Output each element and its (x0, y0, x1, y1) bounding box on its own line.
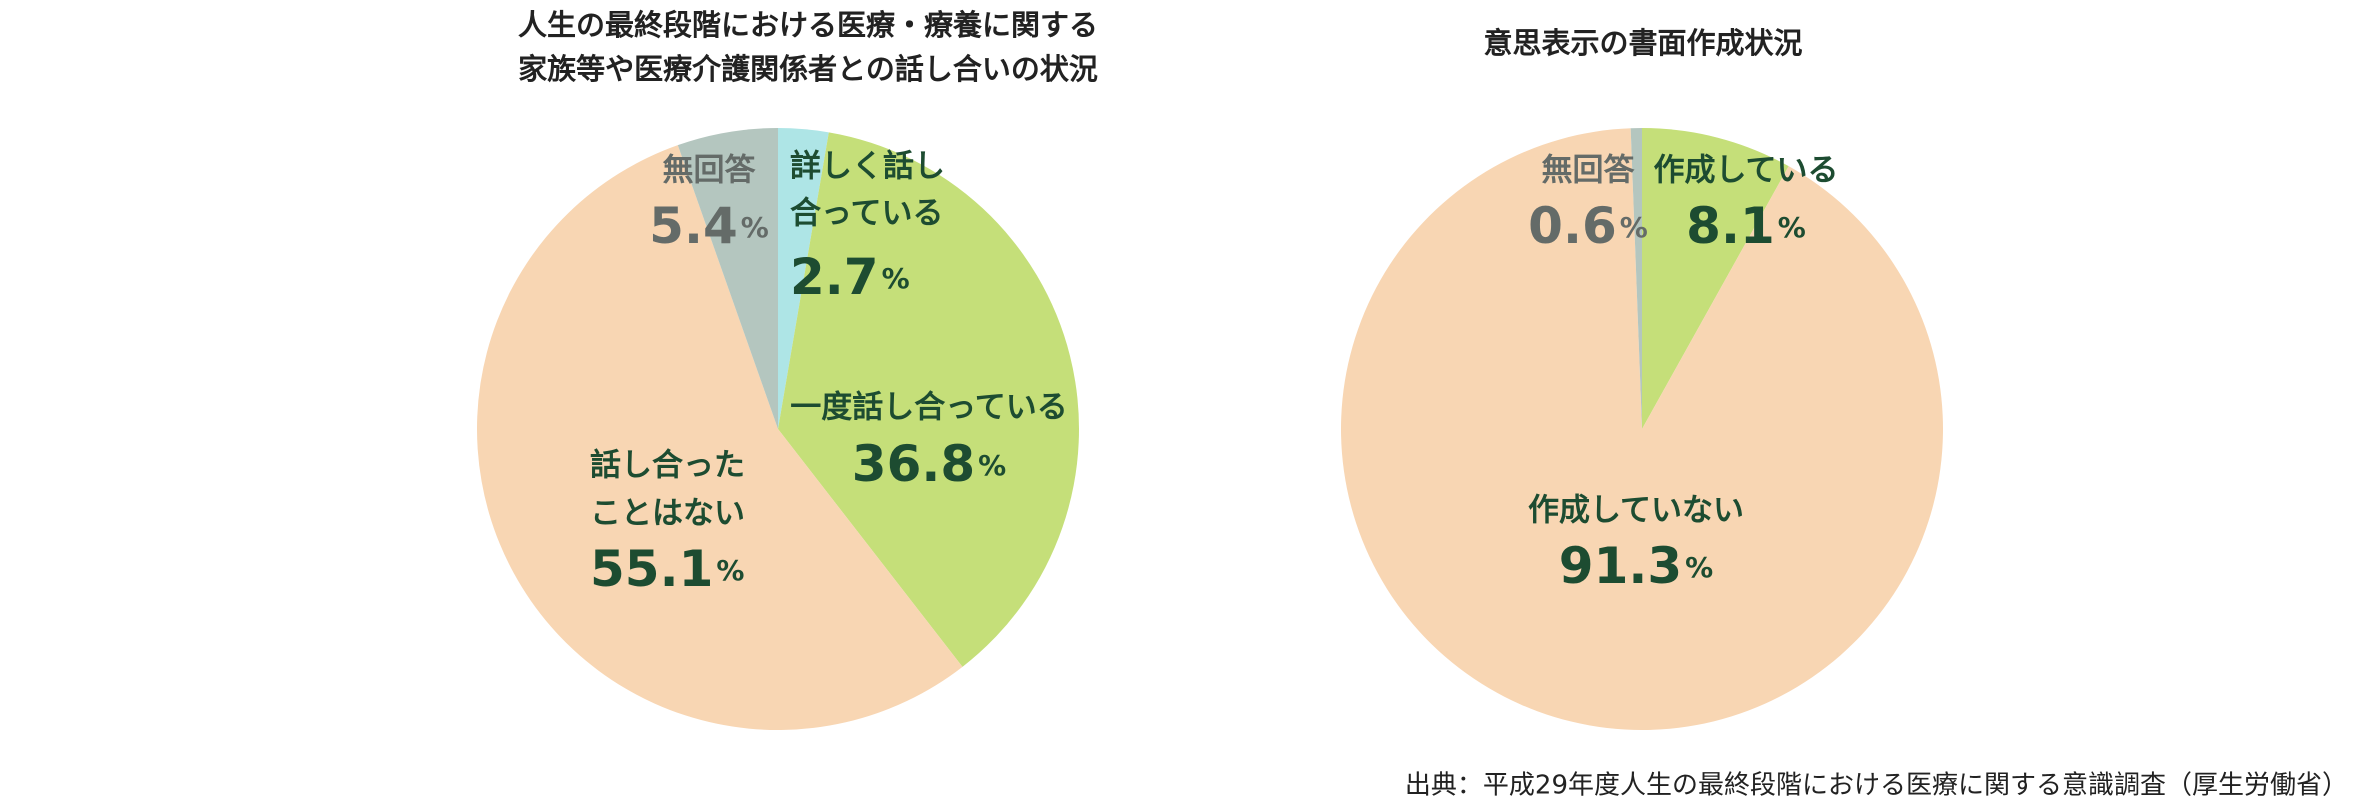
slice-label: ことはない (590, 496, 745, 532)
value-unit: % (882, 262, 910, 295)
value-unit: % (1620, 211, 1648, 244)
value-unit: % (1685, 551, 1713, 584)
value-number: 36.8 (852, 435, 975, 493)
slice-label: 無回答 (663, 153, 757, 189)
pie-slice (477, 145, 963, 730)
pie-slice (677, 128, 778, 429)
slice-label: 話し合った (590, 448, 745, 484)
pie-slice (1341, 128, 1944, 731)
value-label: 8.1% (1686, 197, 1806, 255)
slice-label: 一度話し合っている (790, 390, 1067, 426)
value-unit: % (741, 211, 769, 244)
slice-label: 無回答 (1542, 153, 1636, 189)
value-label: 36.8% (852, 435, 1006, 493)
pie-slice (1642, 128, 1789, 429)
chart-title: 意思表示の書面作成状況 (1483, 26, 1802, 60)
chart-title: 人生の最終段階における医療・療養に関する (518, 8, 1098, 42)
slice-label: 作成している (1653, 153, 1838, 189)
value-label: 2.7% (790, 248, 910, 306)
slice-label: 合っている (790, 196, 943, 232)
value-label: 5.4% (649, 197, 769, 255)
value-unit: % (1778, 211, 1806, 244)
pie-slice (1630, 128, 1642, 429)
value-number: 55.1 (590, 540, 713, 598)
value-number: 91.3 (1559, 537, 1682, 595)
value-number: 2.7 (790, 248, 879, 306)
pie-slice (778, 132, 1080, 667)
value-label: 91.3% (1559, 537, 1713, 595)
value-unit: % (978, 449, 1006, 482)
slice-label: 詳しく話し (790, 149, 945, 185)
value-unit: % (716, 554, 744, 587)
value-label: 0.6% (1528, 197, 1648, 255)
value-number: 8.1 (1686, 197, 1775, 255)
value-number: 0.6 (1528, 197, 1617, 255)
chart-title: 家族等や医療介護関係者との話し合いの状況 (518, 52, 1098, 86)
pie-slice (778, 128, 829, 429)
source-note: 出典：平成29年度人生の最終段階における医療に関する意識調査（厚生労働省） (1405, 771, 2348, 801)
value-label: 55.1% (590, 540, 744, 598)
value-number: 5.4 (649, 197, 738, 255)
slice-label: 作成していない (1528, 493, 1744, 529)
